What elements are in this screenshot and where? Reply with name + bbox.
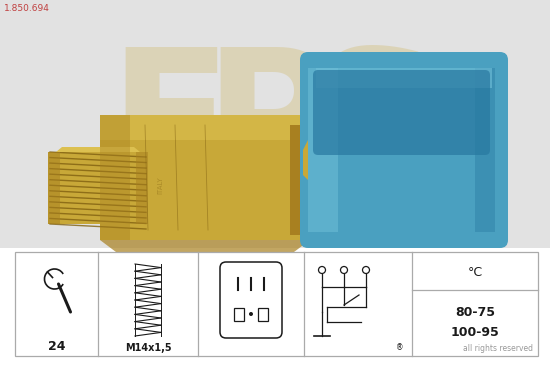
Polygon shape	[100, 240, 310, 255]
Text: 24: 24	[48, 340, 65, 352]
Bar	[0, 0, 550, 248]
FancyBboxPatch shape	[300, 52, 508, 248]
Text: all rights reserved: all rights reserved	[463, 344, 533, 353]
Bar	[308, 68, 338, 232]
Bar	[100, 115, 310, 140]
Text: ITALY: ITALY	[157, 176, 163, 194]
Bar	[234, 308, 244, 321]
Text: S: S	[310, 42, 440, 218]
Bar	[48, 152, 148, 224]
Bar	[100, 115, 310, 240]
Text: °C: °C	[468, 265, 482, 279]
Bar	[0, 0, 550, 248]
Text: M14x1,5: M14x1,5	[125, 343, 171, 353]
Bar	[48, 152, 60, 224]
Text: 100-95: 100-95	[450, 325, 499, 339]
Text: E: E	[108, 42, 232, 218]
Bar	[290, 125, 330, 235]
Text: P: P	[204, 42, 336, 218]
Polygon shape	[303, 140, 308, 180]
Polygon shape	[100, 115, 130, 240]
Text: 80-75: 80-75	[455, 306, 495, 318]
Text: 1.850.694: 1.850.694	[4, 4, 50, 13]
Bar	[316, 68, 492, 88]
Bar	[136, 152, 148, 224]
Bar	[258, 308, 268, 321]
Bar	[15, 252, 538, 356]
FancyBboxPatch shape	[313, 70, 490, 155]
Text: ®: ®	[396, 344, 404, 352]
Circle shape	[249, 312, 253, 316]
Bar	[475, 68, 495, 232]
Polygon shape	[56, 147, 140, 152]
